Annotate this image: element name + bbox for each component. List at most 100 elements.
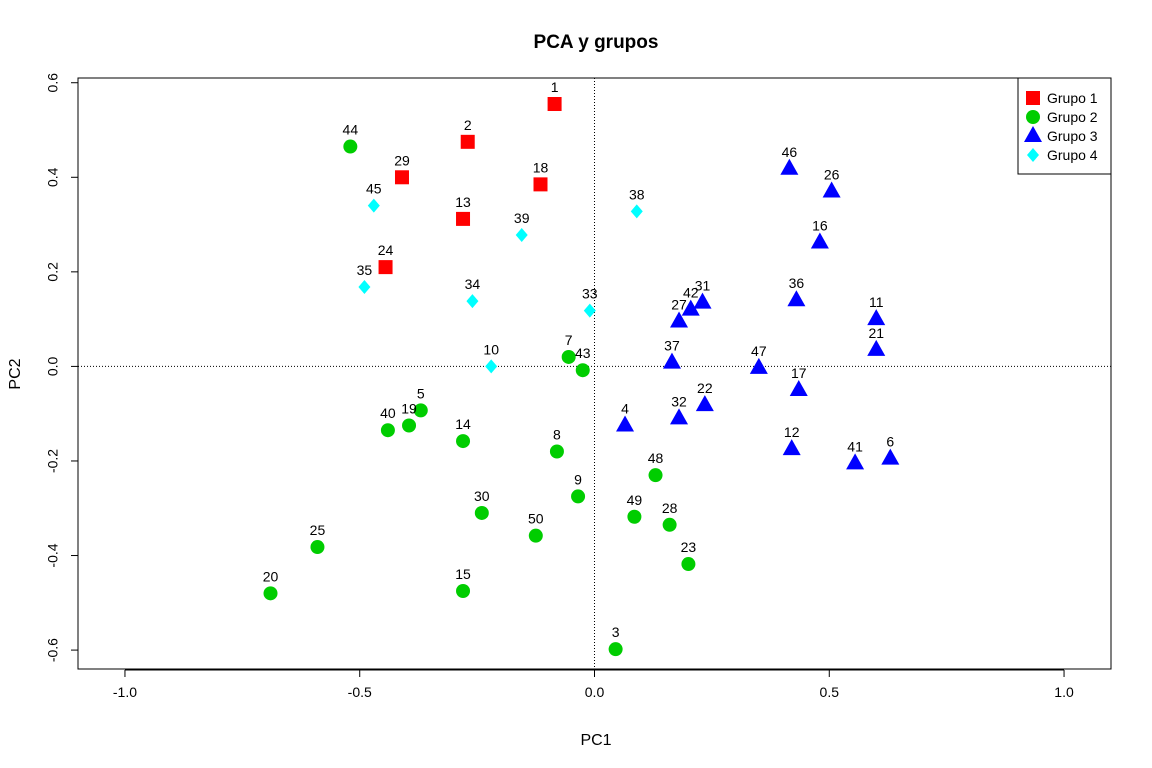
- series-grupo-4: 45 38 39 35 34 33 10: [357, 181, 645, 374]
- legend-label: Grupo 2: [1047, 109, 1098, 125]
- data-point: [881, 448, 900, 465]
- x-tick-label: 0.0: [585, 684, 605, 700]
- data-point: [648, 468, 663, 483]
- point-label: 12: [784, 424, 800, 440]
- point-label: 4: [621, 401, 629, 417]
- data-point: [466, 294, 479, 309]
- point-label: 27: [671, 296, 687, 312]
- point-label: 28: [662, 500, 678, 516]
- data-point: [402, 418, 417, 433]
- data-point: [456, 211, 471, 226]
- data-point: [867, 309, 886, 326]
- point-label: 47: [751, 343, 767, 359]
- data-point: [681, 299, 700, 316]
- x-axis-title: PC1: [580, 732, 611, 749]
- point-label: 22: [697, 380, 713, 396]
- point-label: 18: [533, 159, 549, 175]
- legend-marker: [1027, 148, 1039, 162]
- data-point: [547, 97, 562, 112]
- point-label: 48: [648, 450, 664, 466]
- data-point: [867, 339, 886, 356]
- legend-label: Grupo 1: [1047, 90, 1098, 106]
- data-point: [263, 586, 278, 601]
- data-point: [456, 434, 471, 449]
- point-label: 41: [847, 438, 863, 454]
- data-point: [693, 292, 712, 309]
- data-point: [695, 395, 714, 412]
- y-axis: -0.6 -0.4 -0.2 0.0 0.2 0.4 0.6: [45, 73, 79, 662]
- data-point: [787, 290, 806, 307]
- point-label: 19: [401, 401, 417, 417]
- data-point: [474, 505, 489, 520]
- data-point: [378, 260, 393, 275]
- point-label: 38: [629, 186, 645, 202]
- point-label: 42: [683, 285, 699, 301]
- point-label: 33: [582, 286, 598, 302]
- x-tick-label: 0.5: [820, 684, 840, 700]
- legend: Grupo 1 Grupo 2 Grupo 3 Grupo 4: [1017, 77, 1112, 175]
- data-point: [561, 349, 576, 364]
- plot-area: -1.0 -0.5 0.0 0.5 1.0 -0.6 -0.4 -0.2 0.0 0.2 0.4 0.…: [45, 73, 1112, 700]
- point-label: 3: [612, 624, 620, 640]
- data-point: [571, 489, 586, 504]
- data-point: [789, 380, 808, 397]
- point-label: 31: [695, 278, 711, 294]
- data-point: [662, 517, 677, 532]
- data-point: [616, 415, 635, 432]
- point-label: 10: [483, 341, 499, 357]
- point-label: 2: [464, 117, 472, 133]
- data-point: [343, 139, 358, 154]
- x-tick-label: -1.0: [113, 684, 137, 700]
- point-label: 40: [380, 405, 396, 421]
- data-point: [810, 232, 829, 249]
- point-label: 45: [366, 181, 382, 197]
- point-label: 30: [474, 488, 490, 504]
- data-point: [528, 528, 543, 543]
- data-point: [367, 198, 380, 213]
- x-axis: -1.0 -0.5 0.0 0.5 1.0: [113, 669, 1074, 700]
- point-label: 43: [575, 345, 591, 361]
- point-label: 7: [565, 332, 573, 348]
- point-label: 20: [263, 568, 279, 584]
- data-point: [608, 642, 623, 657]
- data-point: [310, 540, 325, 555]
- point-label: 34: [465, 276, 481, 292]
- point-label: 24: [378, 242, 394, 258]
- data-point: [846, 453, 865, 470]
- point-label: 29: [394, 152, 410, 168]
- point-label: 9: [574, 471, 582, 487]
- legend-item: Grupo 1: [1026, 90, 1098, 106]
- point-label: 36: [789, 275, 805, 291]
- data-point: [456, 583, 471, 598]
- point-label: 35: [357, 262, 373, 278]
- point-label: 23: [681, 539, 697, 555]
- data-point: [681, 557, 696, 572]
- data-point: [749, 357, 768, 374]
- y-tick-label: 0.2: [45, 262, 61, 282]
- point-label: 26: [824, 166, 840, 182]
- legend-label: Grupo 4: [1047, 147, 1098, 163]
- data-point: [627, 509, 642, 524]
- point-label: 8: [553, 427, 561, 443]
- y-tick-label: -0.2: [45, 449, 61, 473]
- data-point: [583, 303, 596, 318]
- data-point: [380, 423, 395, 438]
- legend-marker: [1024, 126, 1042, 142]
- x-tick-label: -0.5: [348, 684, 372, 700]
- data-point: [413, 403, 428, 418]
- point-label: 46: [782, 144, 798, 160]
- point-label: 32: [671, 393, 687, 409]
- legend-label: Grupo 3: [1047, 128, 1098, 144]
- point-label: 13: [455, 194, 471, 210]
- point-label: 44: [343, 122, 359, 138]
- data-point: [358, 279, 371, 294]
- data-point: [533, 177, 548, 192]
- point-label: 5: [417, 385, 425, 401]
- x-tick-label: 1.0: [1054, 684, 1074, 700]
- point-label: 11: [869, 294, 884, 310]
- y-tick-label: -0.6: [45, 638, 61, 662]
